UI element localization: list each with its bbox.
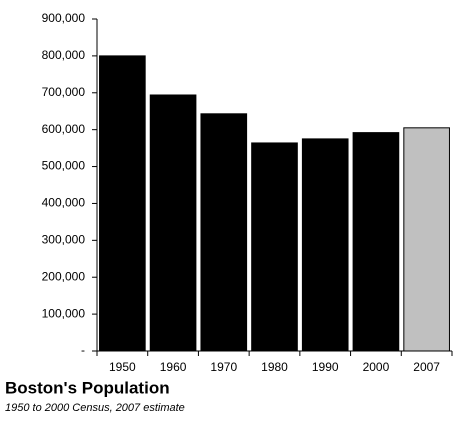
bar <box>251 142 298 352</box>
bar <box>403 127 450 352</box>
bar <box>301 138 349 352</box>
bar <box>149 94 197 352</box>
bar <box>352 132 400 352</box>
chart-title: Boston's Population <box>5 378 170 397</box>
x-tick-label: 1990 <box>312 360 339 374</box>
chart-subtitle: 1950 to 2000 Census, 2007 estimate <box>5 402 185 414</box>
y-tick-label: 600,000 <box>42 122 86 136</box>
x-tick-label: 2000 <box>363 360 390 374</box>
y-tick-label: 800,000 <box>42 48 86 62</box>
y-tick-label: 200,000 <box>42 269 86 283</box>
y-tick-label: 900,000 <box>42 11 86 25</box>
y-tick-label: 500,000 <box>42 159 86 173</box>
x-tick-label: 1970 <box>210 360 237 374</box>
y-tick-label: 700,000 <box>42 85 86 99</box>
y-tick-label: 300,000 <box>42 233 86 247</box>
x-tick-label: 1980 <box>261 360 288 374</box>
y-tick-label: 100,000 <box>42 306 86 320</box>
y-tick-label: - <box>81 343 85 357</box>
y-tick-label: 400,000 <box>42 196 86 210</box>
x-tick-label: 2007 <box>413 360 440 374</box>
x-tick-label: 1950 <box>109 360 136 374</box>
bar <box>200 113 248 352</box>
bar <box>99 55 146 352</box>
x-tick-label: 1960 <box>160 360 187 374</box>
